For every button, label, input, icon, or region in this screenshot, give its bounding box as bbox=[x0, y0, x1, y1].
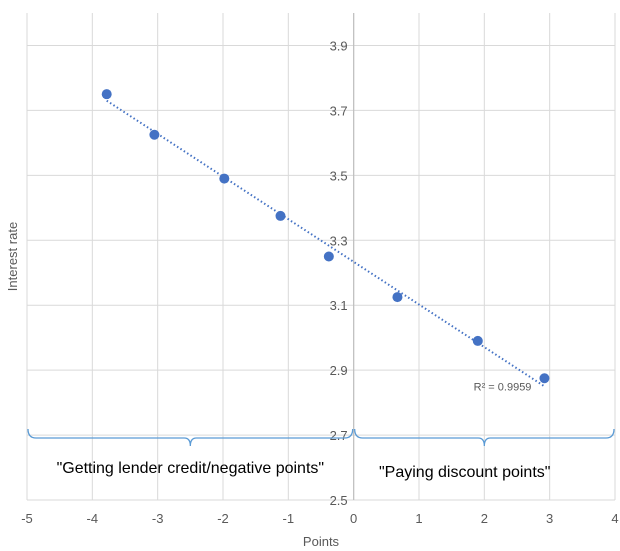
annotation-braces bbox=[28, 429, 614, 446]
data-point bbox=[539, 373, 549, 383]
x-tick-label: 0 bbox=[350, 511, 357, 526]
data-point bbox=[275, 211, 285, 221]
data-point bbox=[219, 174, 229, 184]
x-tick-labels: -5 -4 -3 -2 -1 0 1 2 3 4 bbox=[21, 511, 618, 526]
y-tick-label: 2.9 bbox=[330, 363, 348, 378]
lender-credit-annotation: "Getting lender credit/negative points" bbox=[57, 460, 325, 477]
x-tick-label: 1 bbox=[415, 511, 422, 526]
x-tick-label: -4 bbox=[87, 511, 99, 526]
data-points bbox=[102, 89, 550, 383]
y-tick-label: 3.1 bbox=[330, 298, 348, 313]
x-tick-label: -3 bbox=[152, 511, 164, 526]
curly-brace bbox=[28, 429, 353, 446]
y-axis-label: Interest rate bbox=[5, 222, 20, 291]
discount-points-annotation: "Paying discount points" bbox=[379, 464, 550, 481]
x-tick-label: -2 bbox=[217, 511, 229, 526]
gridlines bbox=[27, 13, 615, 500]
r-squared-label: R² = 0.9959 bbox=[474, 381, 532, 393]
data-point bbox=[473, 336, 483, 346]
y-tick-label: 3.5 bbox=[330, 168, 348, 183]
data-point bbox=[392, 292, 402, 302]
y-tick-label: 3.3 bbox=[330, 233, 348, 248]
x-tick-label: -5 bbox=[21, 511, 33, 526]
data-point bbox=[149, 130, 159, 140]
y-tick-label: 2.5 bbox=[330, 493, 348, 508]
x-tick-label: -1 bbox=[283, 511, 295, 526]
x-tick-label: 2 bbox=[481, 511, 488, 526]
y-tick-label: 3.7 bbox=[330, 103, 348, 118]
data-point bbox=[102, 89, 112, 99]
data-point bbox=[324, 252, 334, 262]
y-tick-label: 3.9 bbox=[330, 38, 348, 53]
x-tick-label: 4 bbox=[611, 511, 618, 526]
y-tick-label: 2.7 bbox=[330, 428, 348, 443]
x-tick-label: 3 bbox=[546, 511, 553, 526]
x-axis-label: Points bbox=[303, 534, 340, 549]
